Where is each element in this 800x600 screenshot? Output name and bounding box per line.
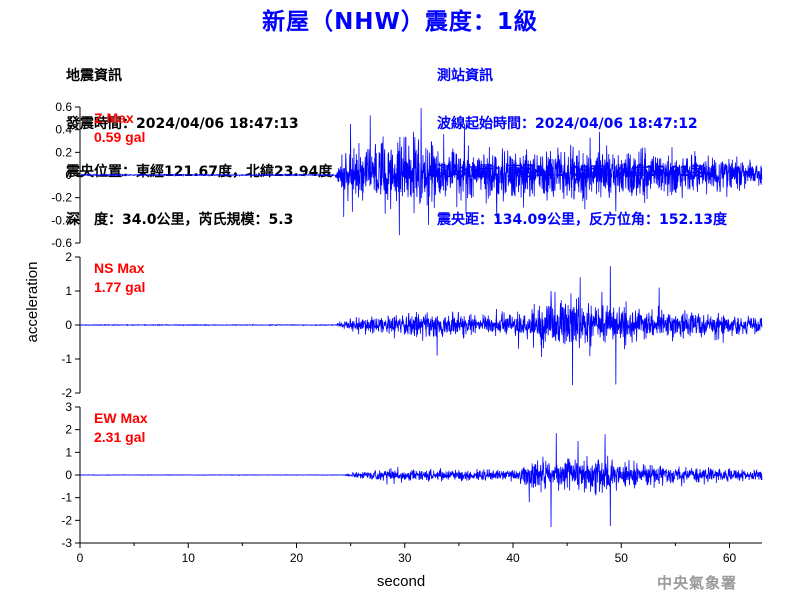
z-y-tick-label: 0.6: [55, 100, 72, 114]
z-y-tick-label: 0: [65, 168, 72, 182]
ns-y-tick-label: -1: [61, 352, 72, 366]
x-tick-label: 60: [723, 551, 737, 565]
ew-max-value: 2.31 gal: [94, 429, 145, 445]
ew-y-tick-label: 1: [65, 445, 72, 459]
distance-azimuth: 震央距：134.09公里，反方位角：152.13度: [437, 212, 728, 228]
x-tick-label: 10: [182, 551, 196, 565]
ns-y-tick-label: 0: [65, 318, 72, 332]
z-trace: [79, 108, 763, 236]
ns-y-tick-label: 1: [65, 284, 72, 298]
z-max-value: 0.59 gal: [94, 129, 145, 145]
ns-max-label: NS Max: [94, 260, 145, 276]
z-y-tick-label: 0.4: [55, 123, 72, 137]
ew-max-label: EW Max: [94, 410, 148, 426]
ew-y-tick-label: 0: [65, 468, 72, 482]
x-tick-label: 50: [615, 551, 629, 565]
z-y-tick-label: -0.4: [51, 213, 72, 227]
x-tick-label: 40: [506, 551, 520, 565]
event-info-heading: 地震資訊: [66, 68, 122, 84]
x-axis-label: second: [377, 573, 425, 590]
epicenter-location: 震央位置：東經121.67度，北緯23.94度: [66, 164, 333, 180]
ew-y-tick-label: -2: [61, 513, 72, 527]
x-tick-label: 30: [398, 551, 412, 565]
ew-y-tick-label: 2: [65, 423, 72, 437]
agency-watermark: 中央氣象署: [657, 574, 738, 592]
wave-start-time: 波線起始時間：2024/04/06 18:47:12: [437, 116, 698, 132]
x-tick-label: 20: [290, 551, 304, 565]
ns-trace: [79, 266, 763, 386]
x-tick-label: 0: [77, 551, 84, 565]
ns-max-value: 1.77 gal: [94, 279, 145, 295]
ns-y-tick-label: 2: [65, 250, 72, 264]
y-axis-label: acceleration: [24, 262, 41, 343]
ew-y-tick-label: -3: [61, 536, 72, 550]
z-y-tick-label: -0.2: [51, 191, 72, 205]
origin-time: 發震時間：2024/04/06 18:47:13: [66, 116, 299, 132]
station-info-heading: 測站資訊: [437, 68, 493, 84]
ew-trace: [79, 433, 763, 528]
z-y-tick-label: -0.6: [51, 236, 72, 250]
chart-title: 新屋（NHW）震度：1級: [262, 9, 538, 35]
z-y-tick-label: 0.2: [55, 145, 72, 159]
z-max-label: Z Max: [94, 110, 134, 126]
depth-magnitude: 深 度：34.0公里，芮氏規模：5.3: [66, 212, 294, 228]
ew-y-tick-label: -1: [61, 491, 72, 505]
ns-y-tick-label: -2: [61, 386, 72, 400]
event-info-block: 地震資訊 發震時間：2024/04/06 18:47:13 震央位置：東經121…: [66, 36, 332, 244]
ew-y-tick-label: 3: [65, 400, 72, 414]
